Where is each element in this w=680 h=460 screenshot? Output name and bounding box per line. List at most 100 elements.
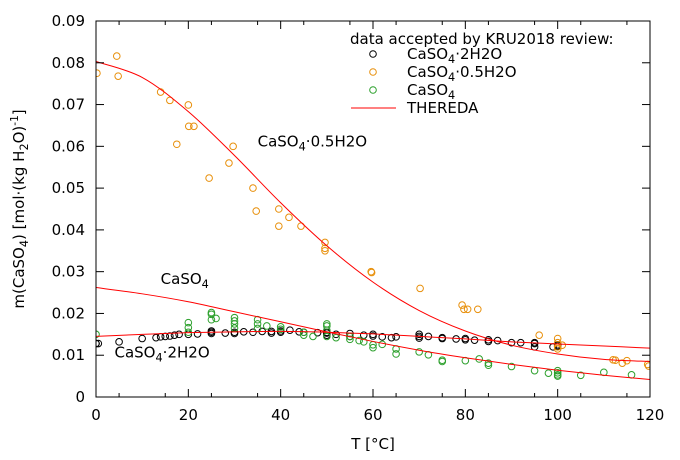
y-tick-label: 0.04 <box>52 221 85 239</box>
data-point-anhydrite <box>276 325 285 334</box>
legend-label: CaSO4​ <box>407 81 455 102</box>
data-point-gypsum <box>221 329 230 337</box>
data-point-hemihydrate <box>205 174 213 182</box>
data-point-hemihydrate <box>275 222 283 230</box>
legend-symbol <box>369 50 377 58</box>
x-tick-label: 0 <box>91 406 101 424</box>
data-point-gypsum <box>96 339 103 348</box>
data-point-gypsum <box>507 338 516 347</box>
data-point-anhydrite <box>346 335 354 344</box>
data-point-hemihydrate <box>553 345 562 353</box>
x-tick-label: 20 <box>179 406 198 424</box>
data-point-gypsum <box>461 335 470 344</box>
data-point-hemihydrate <box>473 305 482 314</box>
data-point-hemihydrate <box>618 359 627 367</box>
x-tick-label: 120 <box>636 406 665 424</box>
data-point-hemihydrate <box>225 159 233 167</box>
data-point-hemihydrate <box>535 331 544 339</box>
data-point-gypsum <box>138 334 146 343</box>
data-point-hemihydrate <box>114 72 122 80</box>
legend-symbol <box>369 68 377 76</box>
data-point-anhydrite <box>230 317 239 325</box>
data-point-hemihydrate <box>558 341 567 349</box>
data-point-hemihydrate <box>252 207 260 215</box>
data-point-gypsum <box>378 333 387 341</box>
data-point-hemihydrate <box>321 246 329 255</box>
data-point-hemihydrate <box>285 213 293 222</box>
data-point-hemihydrate <box>460 305 468 314</box>
plot-marks <box>96 52 650 380</box>
plot-frame <box>95 20 651 398</box>
data-point-gypsum <box>96 339 100 348</box>
annotations: CaSO4​·0.5H2O CaSO4​ CaSO4​·2H2O <box>114 132 367 364</box>
data-point-anhydrite <box>355 336 363 345</box>
y-tick-label: 0.06 <box>52 137 85 155</box>
data-point-anhydrite <box>378 340 387 349</box>
data-point-gypsum <box>170 331 179 339</box>
data-point-anhydrite <box>415 348 423 356</box>
data-point-hemihydrate <box>416 284 424 293</box>
data-point-hemihydrate <box>321 244 329 253</box>
data-point-hemihydrate <box>184 101 193 109</box>
data-point-gypsum <box>152 333 160 342</box>
y-axis-label: m(CaSO4​) [mol·(kg H2​O)-1​] <box>9 109 31 308</box>
y-tick-label: 0.02 <box>52 304 85 322</box>
legend-label: THEREDA <box>406 99 479 117</box>
data-point-gypsum <box>359 331 368 339</box>
y-tick-label: 0.03 <box>52 263 85 281</box>
data-point-anhydrite <box>276 323 285 331</box>
data-point-anhydrite <box>263 322 271 330</box>
y-tick-label: 0 <box>75 388 85 406</box>
data-point-hemihydrate <box>321 238 329 247</box>
data-point-anhydrite <box>484 359 493 367</box>
data-point-anhydrite <box>369 343 377 352</box>
y-tick-label: 0.09 <box>52 12 85 30</box>
data-point-anhydrite <box>392 350 400 358</box>
data-point-anhydrite <box>553 368 562 377</box>
data-point-gypsum <box>369 332 377 340</box>
data-point-anhydrite <box>576 371 585 380</box>
y-tick-label: 0.05 <box>52 179 85 197</box>
y-tick-label: 0.07 <box>52 96 85 114</box>
x-axis-label: T [°C] <box>350 435 395 453</box>
data-point-hemihydrate <box>553 334 562 343</box>
data-point-anhydrite <box>323 332 331 341</box>
legend-title: data accepted by KRU2018 review: <box>350 30 614 48</box>
data-point-hemihydrate <box>190 122 198 131</box>
annotation-label: CaSO4​·2H2O <box>114 343 209 364</box>
data-point-gypsum <box>387 333 396 342</box>
data-point-hemihydrate <box>172 140 181 149</box>
y-tick-label: 0.08 <box>52 54 85 72</box>
data-point-hemihydrate <box>458 301 466 309</box>
data-point-anhydrite <box>184 323 193 332</box>
data-point-hemihydrate <box>367 268 376 277</box>
annotation-label: CaSO4​·0.5H2O <box>258 132 368 153</box>
data-point-anhydrite <box>484 361 493 370</box>
data-point-anhydrite <box>309 332 317 341</box>
data-point-anhydrite <box>212 314 220 323</box>
data-point-gypsum <box>249 328 257 337</box>
thereda-curve-anhydrite <box>96 287 650 380</box>
data-point-gypsum <box>392 333 400 341</box>
y-tick-label: 0.01 <box>52 346 85 364</box>
data-point-anhydrite <box>332 333 340 342</box>
data-point-hemihydrate <box>644 362 650 370</box>
data-point-gypsum <box>193 330 202 338</box>
data-point-anhydrite <box>544 369 553 377</box>
data-point-anhydrite <box>323 322 331 330</box>
annotation-label: CaSO4​ <box>161 270 209 291</box>
data-point-gypsum <box>175 330 183 339</box>
x-tick-label: 60 <box>363 406 382 424</box>
data-point-gypsum <box>267 329 276 337</box>
thereda-curve-gypsum <box>96 330 650 349</box>
x-tick-label: 100 <box>543 406 572 424</box>
data-point-gypsum <box>286 326 294 334</box>
data-point-anhydrite <box>184 318 193 327</box>
data-point-gypsum <box>115 338 123 346</box>
legend-label: CaSO4​·2H2O <box>407 45 502 66</box>
data-point-anhydrite <box>507 362 516 371</box>
data-point-hemihydrate <box>96 69 101 78</box>
data-point-gypsum <box>415 334 423 342</box>
legend-symbol <box>369 86 377 94</box>
